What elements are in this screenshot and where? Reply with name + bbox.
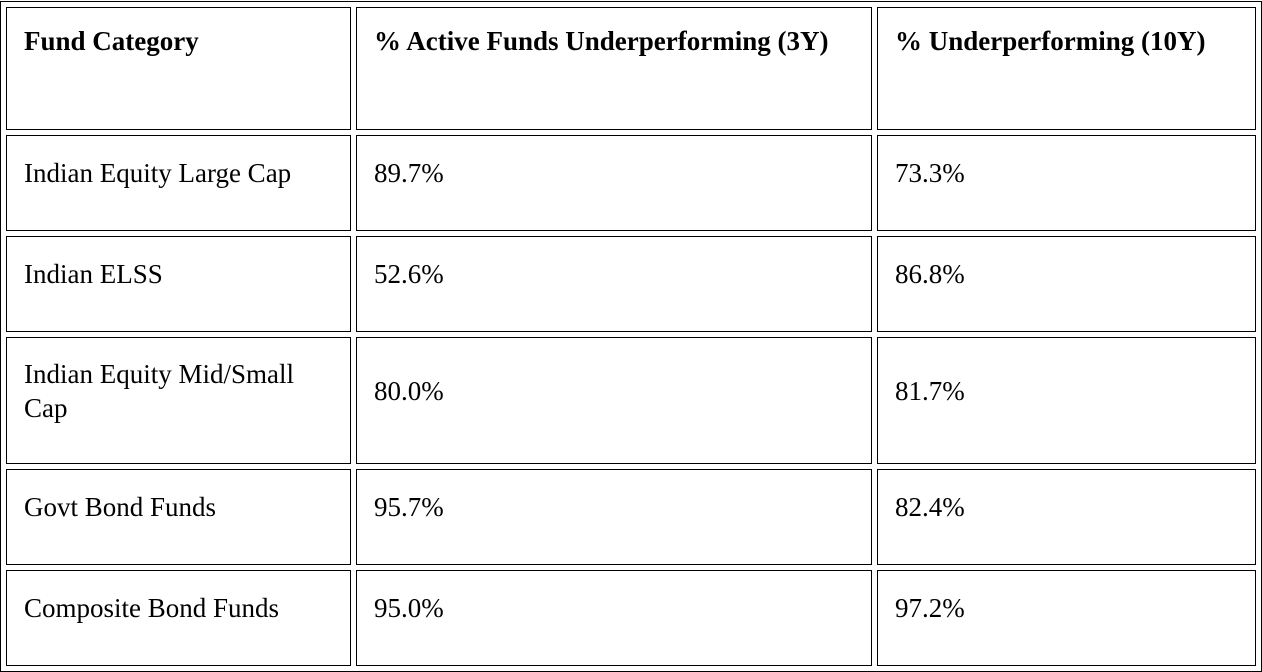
header-cell: Fund Category	[6, 7, 351, 130]
table-row: Composite Bond Funds 95.0% 97.2%	[6, 570, 1256, 666]
table-body: Indian Equity Large Cap 89.7% 73.3% Indian …	[6, 135, 1256, 666]
value-cell: 95.7%	[356, 469, 872, 565]
category-cell: Composite Bond Funds	[6, 570, 351, 666]
value-cell: 80.0%	[356, 337, 872, 464]
header-cell: % Underperforming (10Y)	[877, 7, 1256, 130]
value-cell: 89.7%	[356, 135, 872, 231]
category-cell: Indian Equity Large Cap	[6, 135, 351, 231]
value-cell: 73.3%	[877, 135, 1256, 231]
value-cell: 52.6%	[356, 236, 872, 332]
header-cell: % Active Funds Underperforming (3Y)	[356, 7, 872, 130]
value-cell: 82.4%	[877, 469, 1256, 565]
value-cell: 86.8%	[877, 236, 1256, 332]
category-cell: Indian ELSS	[6, 236, 351, 332]
table-row: Indian Equity Large Cap 89.7% 73.3%	[6, 135, 1256, 231]
header-row: Fund Category% Active Funds Underperform…	[6, 7, 1256, 130]
value-cell: 95.0%	[356, 570, 872, 666]
table-row: Indian ELSS 52.6% 86.8%	[6, 236, 1256, 332]
value-cell: 81.7%	[877, 337, 1256, 464]
table-row: Govt Bond Funds 95.7% 82.4%	[6, 469, 1256, 565]
value-cell: 97.2%	[877, 570, 1256, 666]
category-cell: Govt Bond Funds	[6, 469, 351, 565]
table-row: Indian Equity Mid/Small Cap 80.0% 81.7%	[6, 337, 1256, 464]
category-cell: Indian Equity Mid/Small Cap	[6, 337, 351, 464]
